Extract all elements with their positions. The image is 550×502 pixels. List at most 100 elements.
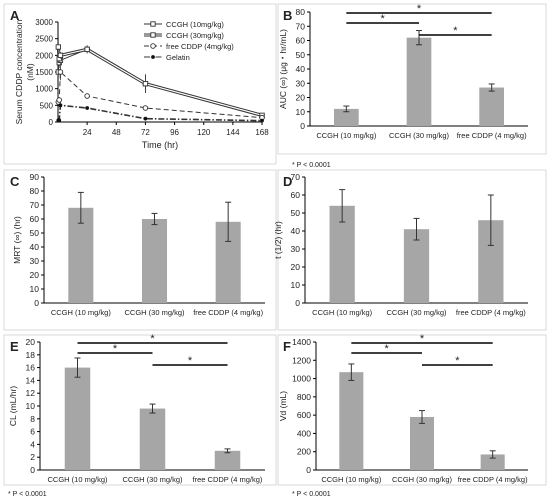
- data-point: [55, 44, 61, 50]
- y-tick-label: 1000: [292, 374, 311, 384]
- y-tick-label: 6: [30, 427, 35, 437]
- y-tick-label: 18: [26, 350, 36, 360]
- y-axis-label: AUC (∞) (μg・hr/mL): [278, 29, 288, 109]
- panel-letter: E: [10, 339, 19, 354]
- y-tick-label: 600: [297, 410, 311, 420]
- y-axis-label: MRT (∞) (hr): [12, 216, 22, 264]
- panel-frame: [277, 334, 547, 486]
- x-tick-label: 24: [83, 128, 92, 137]
- y-axis-label: CL (mL/hr): [8, 386, 18, 426]
- bar: [333, 108, 359, 126]
- x-category-label: CCGH (30 mg/kg): [124, 308, 185, 317]
- y-tick-label: 70: [291, 172, 301, 182]
- y-tick-label: 90: [30, 172, 40, 182]
- data-point: [84, 46, 90, 52]
- y-tick-label: 0: [295, 298, 300, 308]
- x-category-label: free CDDP (4 mg/kg): [193, 475, 263, 484]
- data-point: [57, 118, 62, 123]
- data-point: [84, 93, 90, 99]
- y-tick-label: 14: [26, 375, 36, 385]
- data-point: [56, 97, 62, 103]
- data-point: [142, 81, 149, 87]
- data-point: [57, 52, 64, 58]
- panel-letter: B: [283, 8, 292, 23]
- y-axis-label: Serum CDDP concentration: [14, 19, 24, 124]
- x-tick-label: 144: [226, 128, 240, 137]
- y-tick-label: 0: [49, 118, 54, 127]
- y-tick-label: 70: [296, 21, 306, 31]
- y-tick-label: 80: [30, 186, 40, 196]
- panel-letter: C: [10, 174, 20, 189]
- y-axis-label: Vd (mL): [278, 391, 288, 421]
- panel-letter: A: [10, 8, 20, 23]
- x-category-label: CCGH (10 mg/kg): [312, 308, 373, 317]
- bar: [479, 87, 505, 126]
- bar: [141, 219, 168, 303]
- y-tick-label: 0: [300, 121, 305, 131]
- x-category-label: CCGH (10 mg/kg): [321, 475, 382, 484]
- x-axis-label: Time (hr): [142, 140, 178, 150]
- y-tick-label: 16: [26, 363, 36, 373]
- y-tick-label: 12: [26, 388, 36, 398]
- y-tick-label: 40: [296, 64, 306, 74]
- significance-star: *: [455, 355, 460, 367]
- y-tick-label: 4: [30, 439, 35, 449]
- y-tick-label: 8: [30, 414, 35, 424]
- significance-star: *: [188, 355, 193, 367]
- y-tick-label: 2: [30, 452, 35, 462]
- y-tick-label: 2500: [35, 35, 53, 44]
- y-tick-label: 800: [297, 392, 311, 402]
- y-tick-label: 3000: [35, 18, 53, 27]
- x-tick-label: 120: [197, 128, 211, 137]
- y-tick-label: 30: [296, 78, 306, 88]
- y-tick-label: 10: [291, 280, 301, 290]
- y-tick-label: 20: [26, 337, 36, 347]
- x-category-label: free CDDP (4 mg/kg): [457, 131, 527, 140]
- y-tick-label: 0: [34, 298, 39, 308]
- series-1: [55, 37, 265, 118]
- data-point: [142, 105, 149, 111]
- panel-e: E 0 2 4 6 8 10 12 14 16 18 20 CL (mL/hr) CCGH (10 mg/…: [3, 333, 277, 498]
- bar: [64, 367, 91, 470]
- bar: [406, 37, 432, 126]
- y-tick-label: 10: [30, 284, 40, 294]
- x-category-label: CCGH (30 mg/kg): [122, 475, 183, 484]
- data-point: [150, 21, 156, 27]
- x-tick-label: 48: [112, 128, 121, 137]
- y-tick-label: 50: [291, 208, 301, 218]
- panel-letter: D: [283, 174, 292, 189]
- y-tick-label: 30: [291, 244, 301, 254]
- legend-label: free CDDP (4mg/kg): [166, 42, 234, 51]
- series-2: [55, 63, 265, 121]
- bar: [139, 408, 166, 470]
- bar: [214, 450, 241, 470]
- bar: [403, 229, 430, 303]
- y-tick-label: 1200: [292, 355, 311, 365]
- y-tick-label: 20: [291, 262, 301, 272]
- x-category-label: CCGH (10 mg/kg): [316, 131, 377, 140]
- y-tick-label: 0: [30, 465, 35, 475]
- y-tick-label: 10: [26, 401, 36, 411]
- y-tick-label: 1500: [35, 68, 53, 77]
- panel-letter: F: [283, 339, 291, 354]
- y-tick-label: 40: [291, 226, 301, 236]
- y-tick-label: 20: [30, 270, 40, 280]
- x-category-label: CCGH (30 mg/kg): [392, 475, 453, 484]
- panel-f: F 0 200 400 600 800 1000 1200 1400 Vd (mL) CCGH (1…: [277, 333, 547, 498]
- panel-b: B 0 10 20 30 40 50 60 70 80 AUC (∞) (μg・hr/mL) CCGH…: [277, 3, 547, 169]
- x-tick-label: 168: [255, 128, 269, 137]
- panel-frame: [3, 334, 277, 486]
- y-tick-label: 60: [30, 214, 40, 224]
- footnote: * P < 0.0001: [292, 491, 331, 498]
- y-axis-label: (nM): [25, 63, 35, 81]
- data-point: [85, 106, 90, 110]
- y-tick-label: 60: [291, 190, 301, 200]
- data-point: [150, 32, 156, 38]
- significance-star: *: [381, 13, 386, 25]
- x-category-label: CCGH (10 mg/kg): [47, 475, 108, 484]
- y-tick-label: 40: [30, 242, 40, 252]
- data-point: [143, 116, 148, 121]
- significance-star: *: [113, 343, 118, 355]
- series-3: [56, 103, 264, 123]
- panel-a: A 0 500 1000 1500 2000 2500 3000 24 48 72 96 120 144 1…: [3, 3, 277, 165]
